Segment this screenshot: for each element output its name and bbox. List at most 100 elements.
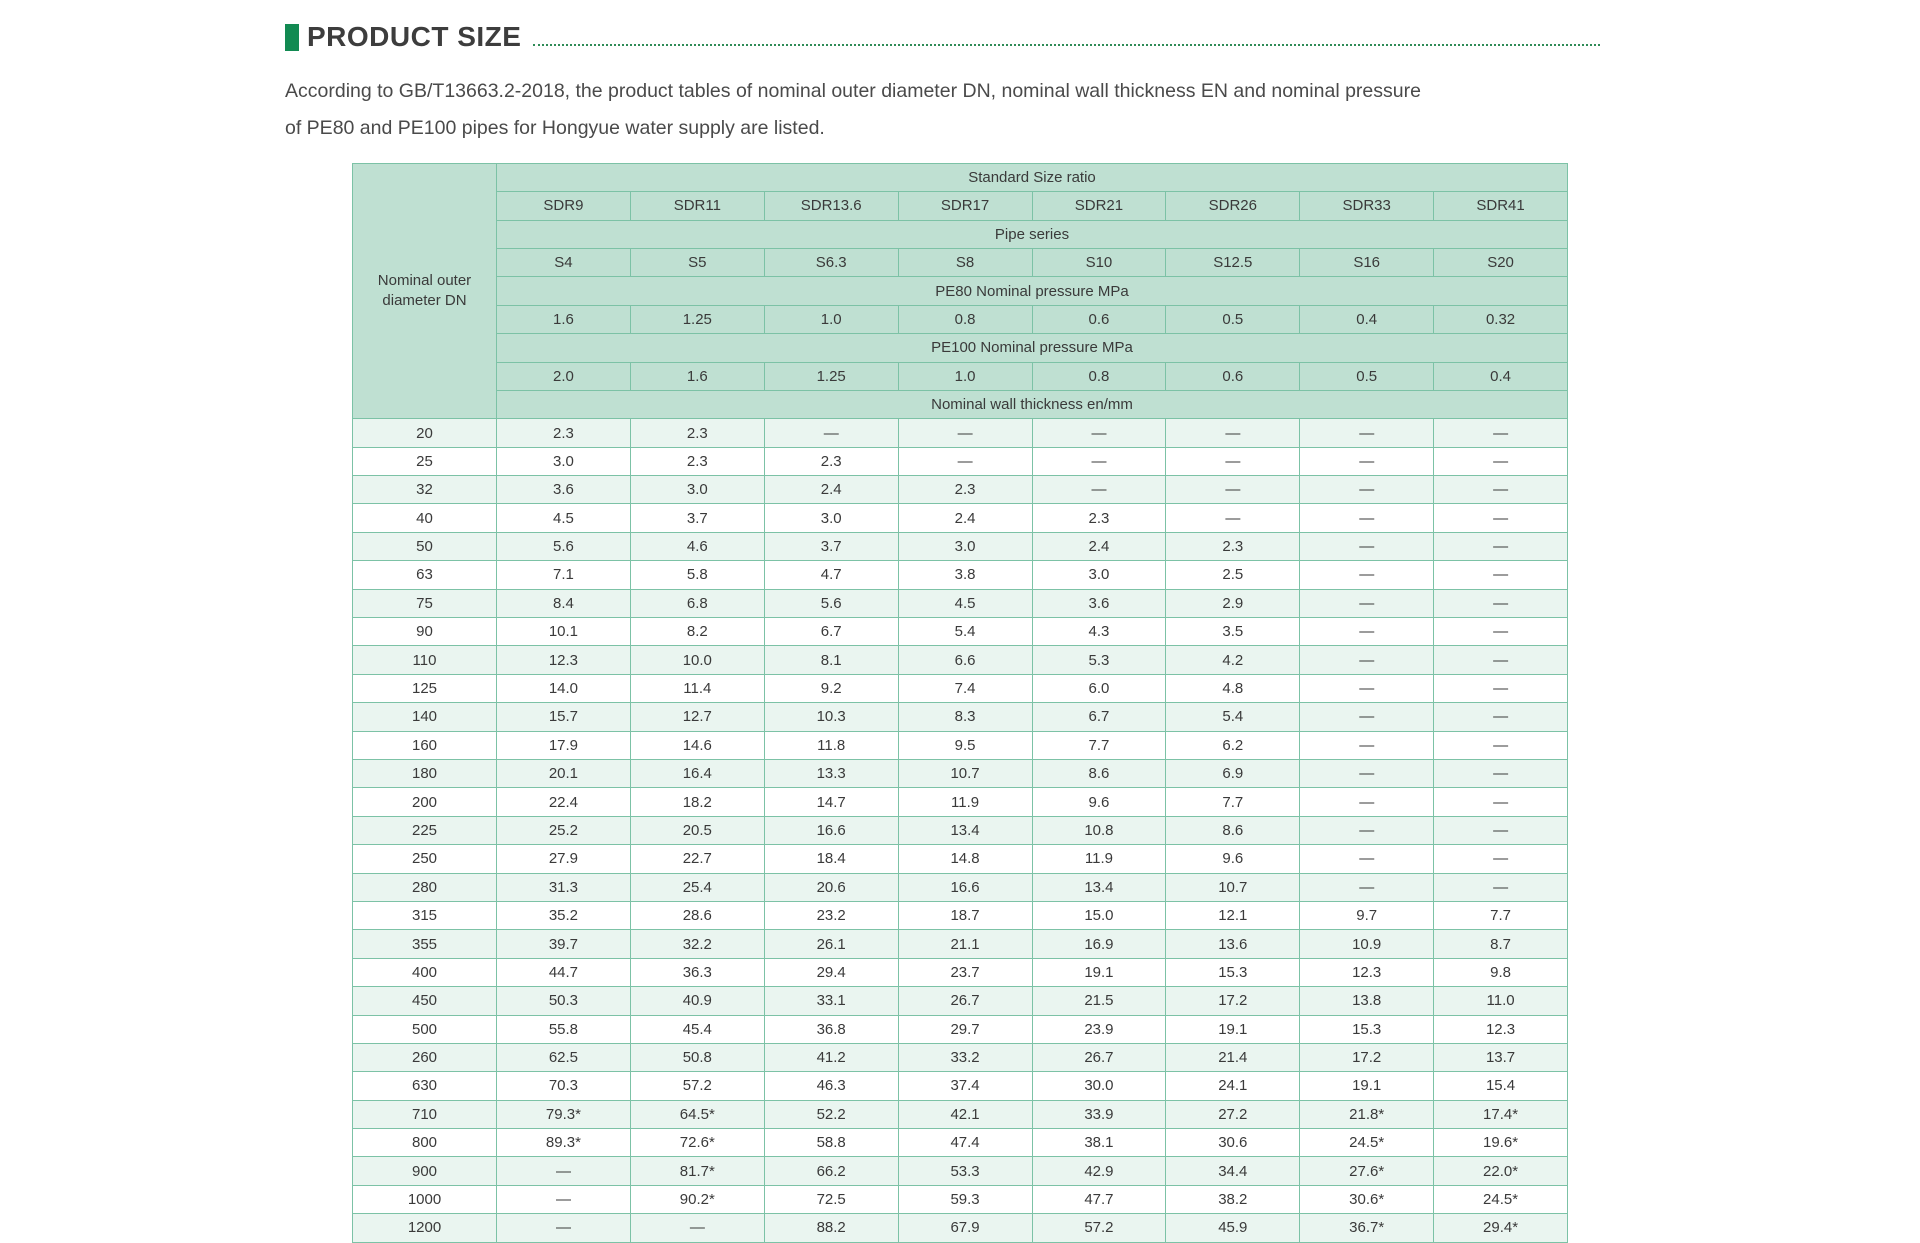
wall-thickness-value-cell: 20.5 — [629, 815, 765, 846]
wall-thickness-value-cell: 12.3 — [496, 645, 631, 675]
wall-thickness-value-cell: 3.0 — [629, 475, 765, 505]
wall-thickness-value-cell: — — [496, 1156, 631, 1186]
wall-thickness-value-cell: 50.3 — [496, 986, 631, 1016]
wall-thickness-label: Nominal wall thickness en/mm — [496, 389, 1568, 420]
dn-cell: 450 — [352, 986, 497, 1016]
wall-thickness-value-cell: 26.7 — [1031, 1042, 1167, 1073]
table-row: 710 79.3* 64.5* 52.2 42.1 33.9 27.2 21.8* 17.4* — [352, 1099, 1568, 1130]
wall-thickness-value-cell: — — [496, 1213, 631, 1243]
wall-thickness-value-cell: — — [1299, 758, 1435, 789]
wall-thickness-value-cell: 2.3 — [1031, 503, 1167, 533]
wall-thickness-value-cell: 12.3 — [1433, 1014, 1568, 1044]
pe100-value-cell: 1.6 — [629, 361, 765, 391]
wall-thickness-value-cell: — — [1433, 588, 1568, 619]
wall-thickness-value-cell: 17.2 — [1299, 1042, 1435, 1073]
table-row: 180 20.1 16.4 13.3 10.7 8.6 6.9— — — [352, 758, 1568, 789]
wall-thickness-value-cell: 21.5 — [1031, 986, 1167, 1016]
wall-thickness-value-cell: 16.6 — [897, 872, 1033, 902]
table-row: 225 25.2 20.5 16.6 13.4 10.8 8.6— — — [352, 815, 1568, 846]
dn-cell: 63 — [352, 560, 497, 590]
wall-thickness-value-cell: 14.7 — [763, 787, 899, 817]
wall-thickness-value-cell: 21.8* — [1299, 1099, 1435, 1130]
wall-thickness-value-cell: 2.3 — [496, 418, 631, 448]
wall-thickness-value-cell: 4.7 — [763, 560, 899, 590]
wall-thickness-value-cell: 6.2 — [1165, 730, 1301, 761]
page-title: PRODUCT SIZE — [307, 21, 522, 52]
wall-thickness-value-cell: 3.0 — [1031, 560, 1167, 590]
wall-thickness-value-cell: 29.4 — [763, 957, 899, 988]
sdr-header-cell: SDR11 — [629, 191, 765, 221]
wall-thickness-value-cell: — — [1299, 787, 1435, 817]
dn-cell: 200 — [352, 787, 497, 817]
pe80-value-cell: 1.6 — [496, 304, 631, 335]
wall-thickness-value-cell: 8.3 — [897, 702, 1033, 732]
wall-thickness-value-cell: 13.8 — [1299, 986, 1435, 1016]
table-row: 75 8.4 6.8 5.6 4.5 3.6 2.9— — — [352, 588, 1568, 619]
dn-cell: 20 — [352, 418, 497, 448]
wall-thickness-value-cell: 70.3 — [496, 1071, 631, 1101]
wall-thickness-value-cell: — — [1299, 730, 1435, 761]
dn-cell: 1000 — [352, 1184, 497, 1215]
wall-thickness-value-cell: 66.2 — [763, 1156, 899, 1186]
wall-thickness-value-cell: — — [1299, 872, 1435, 902]
wall-thickness-value-cell: — — [1433, 503, 1568, 533]
wall-thickness-value-cell: 20.6 — [763, 872, 899, 902]
wall-thickness-value-cell: 59.3 — [897, 1184, 1033, 1215]
wall-thickness-value-cell: 12.1 — [1165, 900, 1301, 931]
header-row-pe100-values: 2.0 1.6 1.25 1.0 0.8 0.6 0.5 0.4 — [353, 361, 1568, 391]
wall-thickness-value-cell: — — [1165, 475, 1301, 505]
standard-size-ratio-label: Standard Size ratio — [496, 162, 1568, 193]
wall-thickness-value-cell: 17.2 — [1165, 986, 1301, 1016]
dn-cell: 260 — [352, 1042, 497, 1073]
table-row: 1200— —88.2 67.9 57.2 45.9 36.7* 29.4* — [352, 1213, 1568, 1243]
wall-thickness-value-cell: 5.4 — [1165, 702, 1301, 732]
wall-thickness-value-cell: 5.3 — [1031, 645, 1167, 675]
wall-thickness-value-cell: 38.1 — [1031, 1128, 1167, 1158]
wall-thickness-value-cell: 11.9 — [897, 787, 1033, 817]
table-row: 110 12.3 10.0 8.1 6.6 5.3 4.2— — — [352, 645, 1568, 675]
wall-thickness-value-cell: 22.7 — [629, 844, 765, 874]
dn-cell: 140 — [352, 702, 497, 732]
wall-thickness-value-cell: 22.0* — [1433, 1156, 1568, 1186]
wall-thickness-value-cell: 28.6 — [629, 900, 765, 931]
wall-thickness-value-cell: 7.7 — [1165, 787, 1301, 817]
wall-thickness-value-cell: — — [1433, 872, 1568, 902]
wall-thickness-value-cell: 22.4 — [496, 787, 631, 817]
wall-thickness-value-cell: 11.8 — [763, 730, 899, 761]
sdr-header-cell: SDR26 — [1165, 191, 1301, 221]
wall-thickness-value-cell: 16.6 — [763, 815, 899, 846]
wall-thickness-value-cell: 27.9 — [496, 844, 631, 874]
pe100-pressure-label: PE100 Nominal pressure MPa — [496, 333, 1568, 363]
description-line-2: of PE80 and PE100 pipes for Hongyue wate… — [285, 116, 825, 139]
wall-thickness-value-cell: 89.3* — [496, 1128, 631, 1158]
wall-thickness-value-cell: — — [629, 1213, 765, 1243]
dn-cell: 180 — [352, 758, 497, 789]
table-row: 280 31.3 25.4 20.6 16.6 13.4 10.7— — — [352, 872, 1568, 902]
wall-thickness-value-cell: 41.2 — [763, 1042, 899, 1073]
wall-thickness-value-cell: 18.2 — [629, 787, 765, 817]
wall-thickness-value-cell: 7.7 — [1031, 730, 1167, 761]
pe100-value-cell: 2.0 — [496, 361, 631, 391]
pe80-value-cell: 0.6 — [1031, 304, 1167, 335]
wall-thickness-value-cell: 45.9 — [1165, 1213, 1301, 1243]
wall-thickness-value-cell: — — [1031, 475, 1167, 505]
sdr-header-cell: SDR9 — [496, 191, 631, 221]
wall-thickness-value-cell: 34.4 — [1165, 1156, 1301, 1186]
series-header-cell: S10 — [1031, 247, 1167, 278]
table-row: 25 3.0 2.3 2.3— — — — — — [352, 446, 1568, 477]
wall-thickness-value-cell: 5.8 — [629, 560, 765, 590]
table-row: 200 22.4 18.2 14.7 11.9 9.6 7.7— — — [352, 787, 1568, 817]
header-row-pe100-label: PE100 Nominal pressure MPa — [353, 333, 1568, 363]
wall-thickness-value-cell: 9.2 — [763, 673, 899, 704]
wall-thickness-value-cell: — — [1165, 418, 1301, 448]
wall-thickness-value-cell: — — [897, 418, 1033, 448]
wall-thickness-value-cell: 30.6* — [1299, 1184, 1435, 1215]
series-header-cell: S4 — [496, 247, 631, 278]
wall-thickness-value-cell: 10.0 — [629, 645, 765, 675]
dn-cell: 630 — [352, 1071, 497, 1101]
sdr-header-cell: SDR33 — [1299, 191, 1435, 221]
wall-thickness-value-cell: 4.3 — [1031, 617, 1167, 647]
wall-thickness-value-cell: 39.7 — [496, 929, 631, 959]
dn-cell: 225 — [352, 815, 497, 846]
wall-thickness-value-cell: 31.3 — [496, 872, 631, 902]
